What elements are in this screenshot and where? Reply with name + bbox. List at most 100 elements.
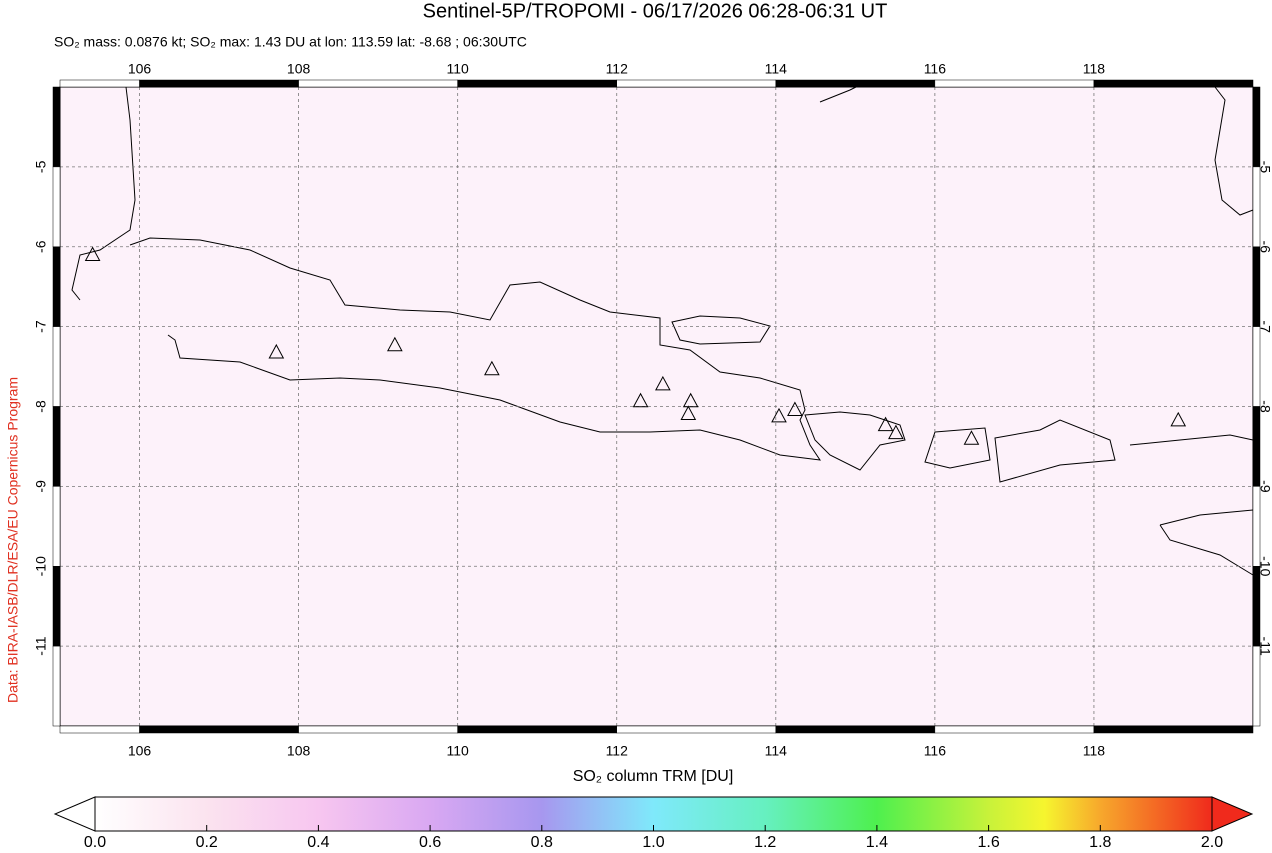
colorbar-tick-label: 0.2: [196, 834, 218, 851]
title: Sentinel-5P/TROPOMI - 06/17/2026 06:28-0…: [423, 0, 888, 22]
frame-bar: [1252, 645, 1261, 727]
y-tick-label: -9: [1257, 480, 1272, 493]
frame-bar: [59, 79, 140, 88]
colorbar-tick-label: 1.8: [1089, 834, 1111, 851]
frame-bar: [934, 725, 1095, 734]
volcano: [84, 246, 101, 262]
x-tick-label: 106: [128, 743, 152, 759]
x-tick-label: 110: [447, 743, 470, 759]
volcano: [888, 424, 904, 440]
volcano: [680, 405, 697, 420]
frame-bar: [59, 725, 140, 734]
frame-bar: [52, 86, 61, 168]
y-tick-label: -8: [33, 400, 49, 413]
y-tick-label: -11: [1257, 637, 1272, 656]
coast-sumba: [1159, 509, 1254, 576]
frame-bar: [1252, 566, 1261, 647]
x-tick-label: 106: [128, 61, 152, 77]
frame-bar: [1252, 166, 1261, 247]
colorbar-tick-label: 0.6: [419, 834, 441, 851]
frame-bar: [775, 79, 936, 88]
x-tick-label: 108: [287, 743, 311, 759]
frame-bar: [52, 326, 61, 407]
colorbar-tick-label: 1.0: [642, 834, 664, 851]
coast-sumatra: [71, 86, 136, 301]
x-tick-label: 116: [924, 743, 947, 759]
frame-bar: [52, 406, 61, 487]
frame-bar: [139, 79, 299, 88]
volcano: [386, 336, 403, 352]
y-tick-label: -7: [33, 320, 49, 333]
frame-bar: [298, 79, 458, 88]
colorbar-tick-label: 0.0: [84, 834, 106, 851]
map-layer: [60, 87, 1253, 726]
frame-bar: [1252, 406, 1261, 487]
y-tick-label: -11: [33, 636, 49, 655]
frame-bar: [616, 79, 777, 88]
coast-flores: [1129, 434, 1254, 446]
coast-java: [129, 237, 822, 461]
colorbar-tick-label: 2.0: [1201, 834, 1223, 851]
y-tick-label: -5: [33, 160, 49, 173]
x-tick-label: 112: [606, 743, 629, 759]
volcano: [1170, 411, 1187, 427]
volcano: [655, 375, 671, 391]
frame-bar: [52, 166, 61, 247]
coast-bali: [804, 411, 906, 471]
subtitle: SO₂ mass: 0.0876 kt; SO₂ max: 1.43 DU at…: [54, 34, 527, 50]
coast-sumbawa: [994, 419, 1116, 483]
frame-bar: [52, 246, 61, 327]
frame-bar: [1252, 86, 1261, 168]
x-tick-label: 118: [1083, 61, 1106, 77]
colorbar-tick-label: 0.4: [307, 834, 329, 851]
frame-bar: [1252, 326, 1261, 407]
frame-bar: [1252, 486, 1261, 567]
y-tick-label: -6: [33, 240, 49, 253]
frame-bar: [616, 725, 777, 734]
volcano: [484, 360, 500, 376]
frame-bar: [1252, 246, 1261, 327]
colorbar-under: [53, 796, 96, 832]
volcano: [682, 392, 699, 408]
y-tick-label: -9: [33, 480, 49, 493]
colorbar-tick-label: 1.4: [866, 834, 888, 851]
frame-bar: [457, 725, 617, 734]
colorbar-tick-label: 0.8: [531, 834, 553, 851]
volcano: [963, 430, 980, 445]
coast-madura: [671, 315, 771, 345]
colorbar-label: SO₂ column TRM [DU]: [573, 768, 734, 785]
coast-lombok: [924, 427, 991, 469]
volcano: [632, 392, 649, 408]
colorbar-tick-label: 1.2: [754, 834, 776, 851]
frame-bar: [139, 725, 299, 734]
x-tick-label: 114: [765, 61, 788, 77]
frame-bar: [934, 79, 1095, 88]
coast-borneo: [819, 86, 1254, 216]
volcano: [877, 416, 894, 432]
frame-bar: [1093, 725, 1254, 734]
frame-bar: [52, 566, 61, 647]
y-tick-label: -8: [1257, 400, 1272, 413]
x-tick-label: 110: [447, 61, 470, 77]
x-tick-label: 118: [1083, 743, 1106, 759]
frame-bar: [457, 79, 617, 88]
volcano: [268, 343, 285, 359]
x-tick-label: 116: [924, 61, 947, 77]
y-tick-label: -6: [1257, 241, 1272, 254]
frame-bar: [298, 725, 458, 734]
frame-bar: [775, 725, 936, 734]
x-tick-label: 112: [606, 61, 629, 77]
frame-bar: [52, 645, 61, 727]
x-tick-label: 114: [765, 743, 788, 759]
colorbar-tick-label: 1.6: [977, 834, 999, 851]
coastlines: [71, 86, 1254, 576]
y-tick-label: -5: [1257, 161, 1272, 174]
x-tick-label: 108: [287, 61, 311, 77]
frame-bar: [52, 486, 61, 567]
credit: Data: BIRA-IASB/DLR/ESA/EU Copernicus Pr…: [5, 377, 21, 703]
volcano: [787, 401, 803, 416]
y-tick-label: -7: [1257, 320, 1272, 333]
colorbar-over: [1211, 796, 1254, 832]
y-tick-label: -10: [33, 556, 49, 576]
